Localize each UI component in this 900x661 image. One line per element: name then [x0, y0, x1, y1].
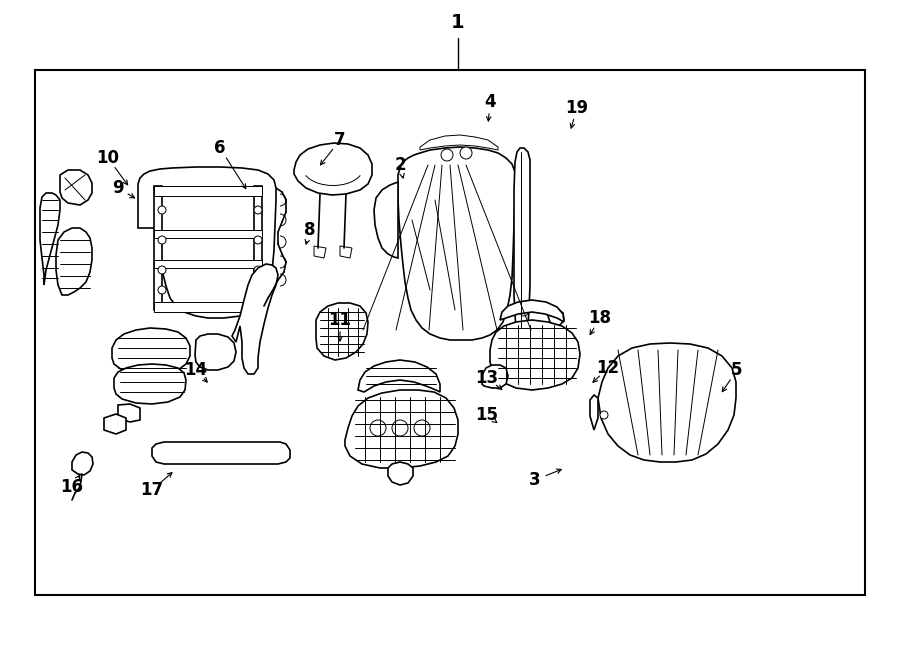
Text: 14: 14	[184, 361, 208, 379]
Circle shape	[254, 206, 262, 214]
Circle shape	[600, 411, 608, 419]
Circle shape	[441, 149, 453, 161]
Polygon shape	[514, 148, 530, 332]
Polygon shape	[500, 300, 564, 322]
Circle shape	[520, 308, 528, 316]
Text: 8: 8	[304, 221, 316, 239]
Text: 18: 18	[589, 309, 611, 327]
Circle shape	[254, 266, 262, 274]
Text: 11: 11	[328, 311, 352, 329]
Polygon shape	[112, 328, 190, 375]
Circle shape	[254, 236, 262, 244]
Polygon shape	[590, 395, 598, 430]
Text: 4: 4	[484, 93, 496, 111]
Text: 19: 19	[565, 99, 589, 117]
Polygon shape	[154, 302, 262, 312]
Polygon shape	[118, 404, 140, 422]
Polygon shape	[104, 414, 126, 434]
Polygon shape	[490, 320, 580, 390]
Polygon shape	[114, 364, 186, 404]
Polygon shape	[598, 343, 736, 462]
Polygon shape	[232, 264, 278, 374]
Text: 15: 15	[475, 406, 499, 424]
Polygon shape	[420, 135, 498, 150]
Circle shape	[460, 147, 472, 159]
Text: 6: 6	[214, 139, 226, 157]
Circle shape	[414, 420, 430, 436]
Polygon shape	[388, 462, 413, 485]
Polygon shape	[358, 360, 440, 392]
Polygon shape	[154, 186, 262, 196]
Polygon shape	[195, 334, 236, 370]
Polygon shape	[152, 442, 290, 464]
Circle shape	[370, 420, 386, 436]
Text: 7: 7	[334, 131, 346, 149]
Text: 12: 12	[597, 359, 619, 377]
Polygon shape	[154, 260, 262, 268]
Polygon shape	[316, 303, 368, 360]
Circle shape	[392, 420, 408, 436]
Text: 13: 13	[475, 369, 499, 387]
Text: 3: 3	[529, 471, 541, 489]
Circle shape	[158, 236, 166, 244]
Circle shape	[158, 206, 166, 214]
Polygon shape	[154, 186, 162, 310]
Circle shape	[158, 266, 166, 274]
Text: 16: 16	[60, 478, 84, 496]
Circle shape	[158, 286, 166, 294]
Polygon shape	[345, 390, 458, 468]
Polygon shape	[154, 230, 262, 238]
Polygon shape	[398, 147, 516, 340]
Text: 1: 1	[451, 13, 464, 32]
Polygon shape	[56, 228, 92, 295]
Text: 5: 5	[731, 361, 742, 379]
Polygon shape	[254, 186, 262, 310]
Polygon shape	[340, 246, 352, 258]
Text: 9: 9	[112, 179, 124, 197]
Text: 17: 17	[140, 481, 164, 499]
Polygon shape	[294, 143, 372, 195]
Bar	[35, 70, 865, 595]
Polygon shape	[374, 182, 398, 258]
Polygon shape	[72, 452, 93, 475]
Polygon shape	[138, 167, 276, 318]
Text: 2: 2	[394, 156, 406, 174]
Polygon shape	[482, 365, 508, 388]
Polygon shape	[40, 193, 60, 285]
Polygon shape	[314, 246, 326, 258]
Polygon shape	[60, 170, 92, 205]
Circle shape	[254, 286, 262, 294]
Text: 10: 10	[96, 149, 120, 167]
Polygon shape	[548, 309, 564, 326]
